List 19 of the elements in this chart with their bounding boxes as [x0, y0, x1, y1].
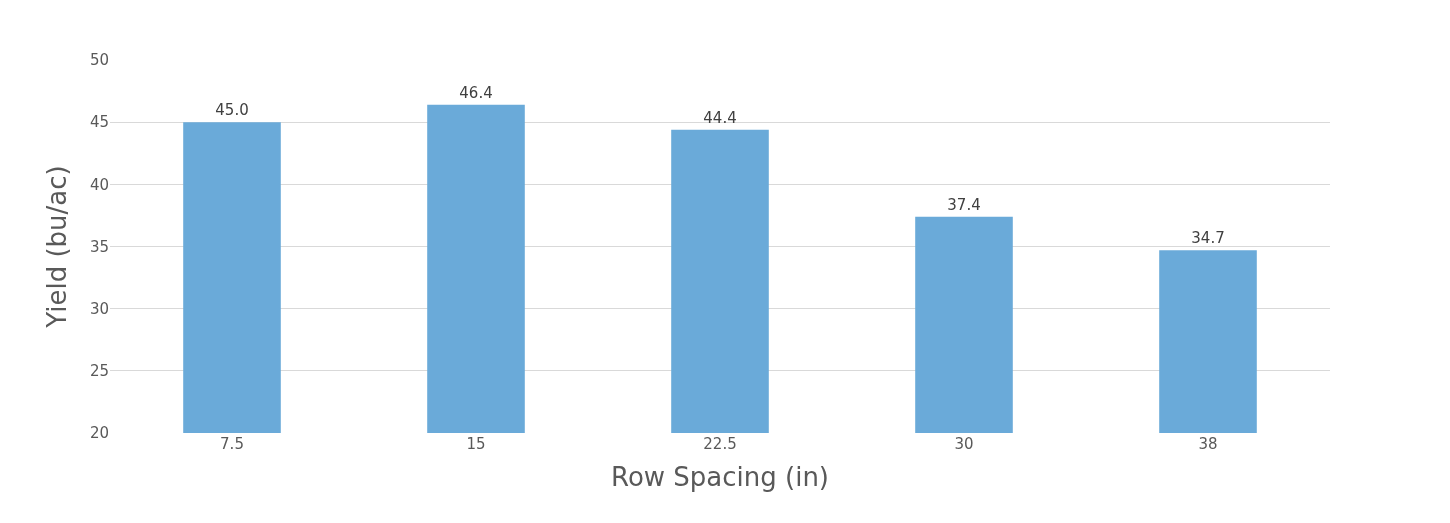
x-tick-label: 22.5	[703, 435, 737, 453]
y-tick-label: 25	[89, 362, 109, 381]
x-tick-label: 38	[1198, 435, 1218, 453]
y-tick-label: 35	[89, 237, 109, 256]
y-tick-label: 45	[89, 113, 109, 132]
x-axis-title: Row Spacing (in)	[610, 461, 830, 492]
data-label: 46.4	[459, 83, 493, 102]
y-tick-label: 40	[89, 175, 109, 194]
y-axis-title: Yield (bu/ac)	[42, 165, 73, 329]
data-label: 45.0	[215, 101, 249, 120]
x-tick-label: 7.5	[220, 435, 244, 453]
y-tick-label: 20	[89, 424, 109, 443]
y-tick-label: 50	[89, 51, 109, 70]
x-tick-label: 15	[466, 435, 486, 453]
x-tick-label: 30	[954, 435, 974, 453]
data-label: 37.4	[947, 195, 981, 214]
data-label: 34.7	[1191, 229, 1225, 248]
y-tick-label: 30	[89, 299, 109, 318]
data-label: 44.4	[703, 108, 737, 127]
